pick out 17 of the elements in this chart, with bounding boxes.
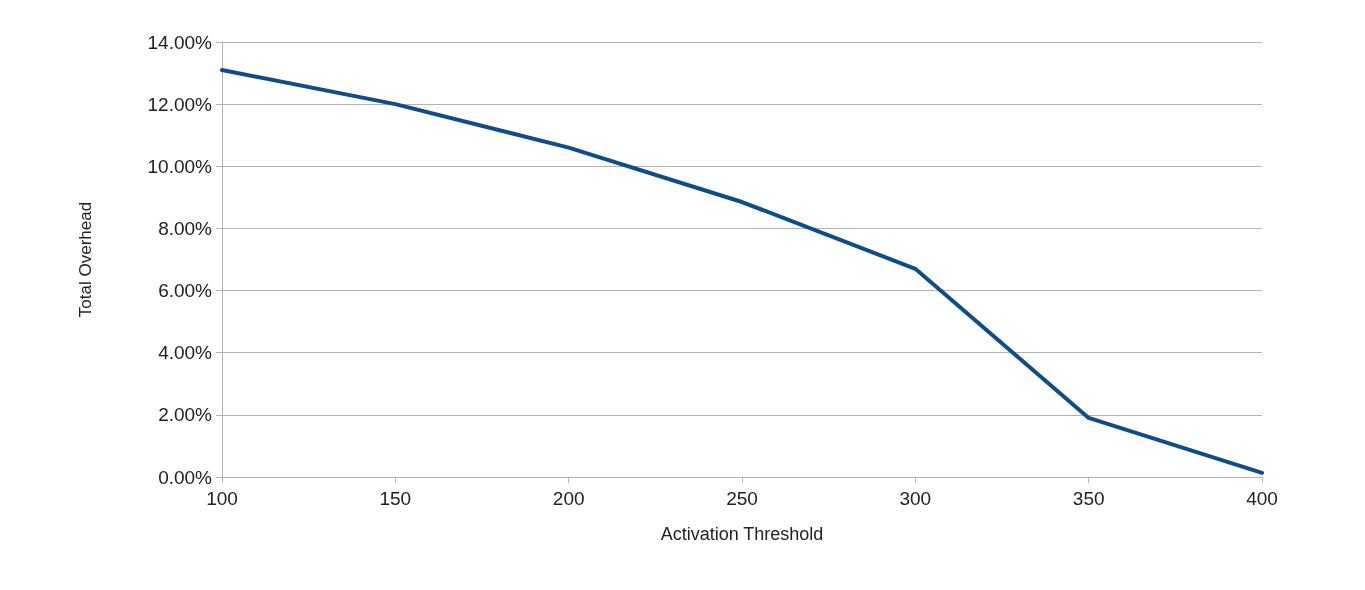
- y-tick-label: 0.00%: [158, 466, 213, 488]
- y-tick-label: 10.00%: [147, 155, 213, 177]
- x-tick-label: 200: [552, 488, 585, 509]
- y-axis-title: Total Overhead: [76, 201, 95, 318]
- x-tick-label: 400: [1246, 488, 1278, 509]
- y-tick-label: 2.00%: [158, 404, 213, 426]
- y-tick-label: 12.00%: [147, 93, 213, 115]
- x-tick-label: 300: [899, 488, 932, 509]
- y-tick-label: 6.00%: [158, 280, 213, 302]
- y-tick-label: 14.00%: [147, 31, 213, 53]
- y-tick-label: 4.00%: [158, 342, 213, 364]
- x-axis-title: Activation Threshold: [660, 524, 824, 544]
- y-tick-label: 8.00%: [158, 217, 213, 239]
- x-tick-label: 250: [726, 488, 758, 509]
- x-tick-label: 350: [1072, 488, 1105, 509]
- x-tick-label: 100: [206, 488, 238, 509]
- x-tick-label: 150: [379, 488, 412, 509]
